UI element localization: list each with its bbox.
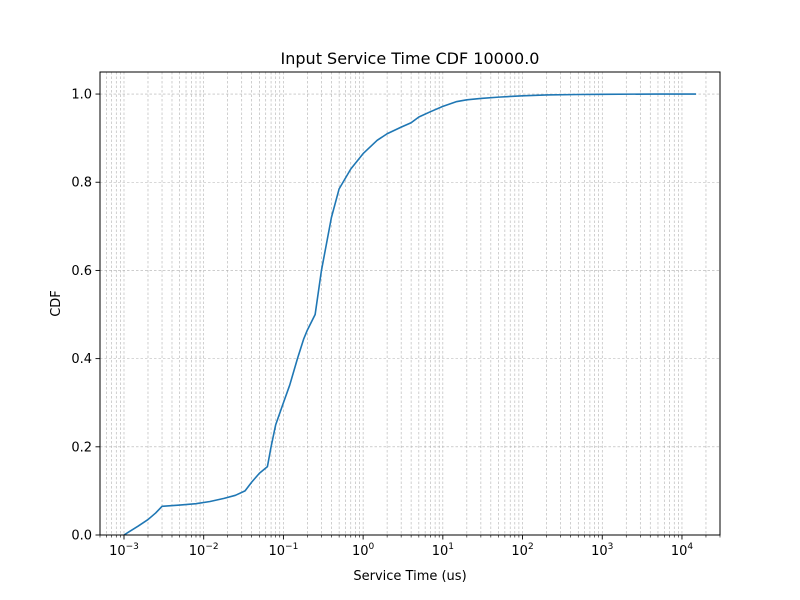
- x-tick-label: 104: [671, 542, 694, 559]
- x-tick-label: 102: [511, 542, 533, 559]
- y-axis-label: CDF: [49, 290, 64, 317]
- tick-marks: [95, 93, 721, 540]
- y-tick-labels: 0.0 0.2 0.4 0.6 0.8 1.0: [71, 88, 92, 544]
- y-tick-label: 0.2: [71, 440, 92, 455]
- y-tick-label: 0.6: [71, 264, 92, 279]
- x-tick-label: 10−2: [189, 542, 219, 559]
- x-tick-label: 100: [352, 542, 375, 559]
- x-tick-labels: 10−3 10−2 10−1 100 101 102 103 104: [109, 542, 693, 559]
- y-tick-label: 0.8: [71, 176, 92, 191]
- x-tick-label: 10−1: [269, 542, 299, 559]
- grid-lines: [99, 72, 721, 536]
- chart-title: Input Service Time CDF 10000.0: [281, 49, 540, 68]
- cdf-series-line: [123, 93, 696, 536]
- x-tick-label: 10−3: [109, 542, 139, 559]
- series-layer: [123, 93, 696, 536]
- y-tick-label: 0.0: [71, 529, 92, 544]
- plot-area-frame: [99, 71, 721, 536]
- y-tick-label: 1.0: [71, 88, 92, 103]
- x-tick-label: 103: [591, 542, 613, 559]
- x-axis-label: Service Time (us): [353, 569, 466, 584]
- y-tick-label: 0.4: [71, 352, 92, 367]
- x-tick-label: 101: [432, 542, 454, 559]
